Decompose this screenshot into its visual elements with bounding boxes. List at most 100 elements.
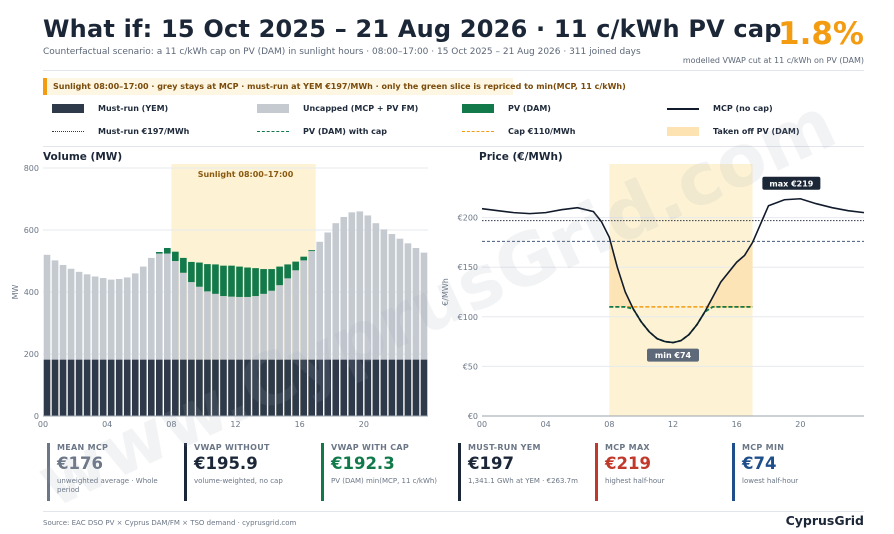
sunlight-label: Sunlight 08:00–17:00 bbox=[198, 170, 294, 179]
x-tick-label: 20 bbox=[359, 420, 369, 429]
bar-uncapped bbox=[292, 270, 299, 360]
legend-mcp-swatch bbox=[667, 107, 699, 110]
bar-must-run bbox=[244, 359, 251, 416]
bar-must-run bbox=[59, 359, 67, 416]
bar-uncapped bbox=[220, 296, 227, 360]
legend-pv-dam: PV (DAM) bbox=[462, 104, 551, 113]
legend-must-run: Must-run (YEM) bbox=[52, 104, 168, 113]
bar-must-run bbox=[340, 359, 348, 416]
bar-uncapped bbox=[115, 278, 123, 360]
x-tick-label: 20 bbox=[795, 420, 805, 429]
bar-must-run bbox=[420, 359, 428, 416]
taken-off-area-morning bbox=[609, 237, 634, 307]
y-tick-label: 800 bbox=[24, 164, 39, 173]
bar-uncapped bbox=[147, 257, 155, 360]
kpi-label: MCP MAX bbox=[605, 443, 650, 452]
footer-divider bbox=[43, 511, 864, 512]
bar-uncapped bbox=[43, 254, 51, 360]
bar-must-run bbox=[212, 359, 219, 416]
bar-must-run bbox=[107, 359, 115, 416]
x-tick-label: 12 bbox=[230, 420, 240, 429]
bar-uncapped bbox=[59, 265, 67, 360]
legend-taken-off-swatch bbox=[667, 127, 699, 136]
bar-must-run bbox=[131, 359, 139, 416]
bar-must-run bbox=[396, 359, 404, 416]
bar-uncapped bbox=[244, 296, 251, 360]
bar-pv-dam bbox=[212, 264, 219, 294]
bar-uncapped bbox=[164, 253, 171, 360]
legend-uncapped-swatch bbox=[257, 104, 289, 113]
bar-must-run bbox=[164, 359, 171, 416]
price-chart-title: Price (€/MWh) bbox=[479, 151, 563, 163]
pv-with-cap-line bbox=[609, 305, 753, 344]
legend-uncapped-label: Uncapped (MCP + PV FM) bbox=[303, 104, 419, 113]
bar-uncapped bbox=[284, 278, 291, 360]
bar-uncapped bbox=[123, 277, 131, 360]
bar-uncapped bbox=[139, 266, 147, 360]
headline-caption: modelled VWAP cut at 11 c/kWh on PV (DAM… bbox=[682, 56, 864, 65]
bar-uncapped bbox=[75, 271, 83, 360]
scenario-banner: Sunlight 08:00–17:00 · grey stays at MCP… bbox=[43, 78, 626, 95]
kpi-card-mcp-max: MCP MAX €219 highest half-hour bbox=[595, 443, 725, 501]
bar-pv-dam bbox=[188, 261, 195, 283]
kpi-label: VWAP WITH CAP bbox=[331, 443, 410, 452]
kpi-label: MUST-RUN YEM bbox=[468, 443, 541, 452]
x-tick-label: 00 bbox=[477, 420, 487, 429]
max-annotation-label: max €219 bbox=[769, 179, 813, 188]
bar-must-run bbox=[220, 359, 227, 416]
bar-must-run bbox=[43, 359, 51, 416]
bar-pv-dam bbox=[180, 257, 187, 273]
bar-uncapped bbox=[155, 253, 163, 360]
y-tick-label: €50 bbox=[463, 362, 478, 371]
bar-uncapped bbox=[364, 215, 372, 360]
bar-must-run bbox=[324, 359, 332, 416]
kpi-value: €197 bbox=[468, 454, 514, 473]
bar-uncapped bbox=[188, 282, 195, 360]
headline-value: 1.8% bbox=[778, 16, 864, 52]
bar-must-run bbox=[204, 359, 211, 416]
bar-must-run bbox=[180, 359, 187, 416]
bar-pv-dam bbox=[300, 256, 307, 261]
kpi-card-vwap-with-cap: VWAP WITH CAP €192.3 PV (DAM) min(MCP, 1… bbox=[321, 443, 451, 501]
legend-uncapped: Uncapped (MCP + PV FM) bbox=[257, 104, 418, 113]
legend-pv-with-cap-swatch bbox=[257, 131, 289, 132]
x-tick-label: 16 bbox=[295, 420, 305, 429]
volume-chart-title: Volume (MW) bbox=[43, 151, 123, 163]
x-tick-label: 04 bbox=[102, 420, 112, 429]
kpi-subtext: volume-weighted, no cap bbox=[194, 477, 283, 485]
bar-must-run bbox=[67, 359, 75, 416]
legend-must-run-price-swatch bbox=[52, 131, 84, 132]
bar-must-run bbox=[147, 359, 155, 416]
bar-pv-dam bbox=[244, 267, 251, 297]
x-tick-label: 16 bbox=[732, 420, 742, 429]
y-tick-label: €0 bbox=[468, 412, 478, 421]
y-tick-label: 200 bbox=[24, 350, 39, 359]
legend-cap-swatch bbox=[462, 131, 494, 132]
bar-uncapped bbox=[324, 232, 332, 360]
bar-uncapped bbox=[276, 285, 283, 360]
bar-must-run bbox=[172, 359, 179, 416]
bar-uncapped bbox=[107, 279, 115, 360]
bar-uncapped bbox=[348, 212, 356, 360]
bar-uncapped bbox=[260, 293, 267, 360]
legend-must-run-label: Must-run (YEM) bbox=[98, 104, 169, 113]
kpi-card-mean-mcp: MEAN MCP €176 unweighted average · Whole… bbox=[47, 443, 179, 501]
bar-uncapped bbox=[396, 238, 404, 360]
bar-uncapped bbox=[300, 260, 307, 360]
bar-uncapped bbox=[316, 241, 324, 360]
kpi-subtext: unweighted average · Whole period bbox=[57, 477, 158, 494]
bar-must-run bbox=[388, 359, 396, 416]
bar-must-run bbox=[348, 359, 356, 416]
source-footer: Source: EAC DSO PV × Cyprus DAM/FM × TSO… bbox=[43, 519, 297, 527]
kpi-value: €192.3 bbox=[331, 454, 395, 473]
x-tick-label: 08 bbox=[166, 420, 176, 429]
bar-pv-dam bbox=[308, 250, 316, 252]
bar-pv-dam bbox=[292, 261, 299, 271]
bar-uncapped bbox=[236, 296, 243, 360]
bar-uncapped bbox=[252, 296, 259, 360]
kpi-subtext: highest half-hour bbox=[605, 477, 665, 485]
kpi-value: €219 bbox=[605, 454, 651, 473]
kpi-label: MEAN MCP bbox=[57, 443, 109, 452]
legend-mcp: MCP (no cap) bbox=[667, 104, 773, 113]
bar-uncapped bbox=[340, 216, 348, 360]
